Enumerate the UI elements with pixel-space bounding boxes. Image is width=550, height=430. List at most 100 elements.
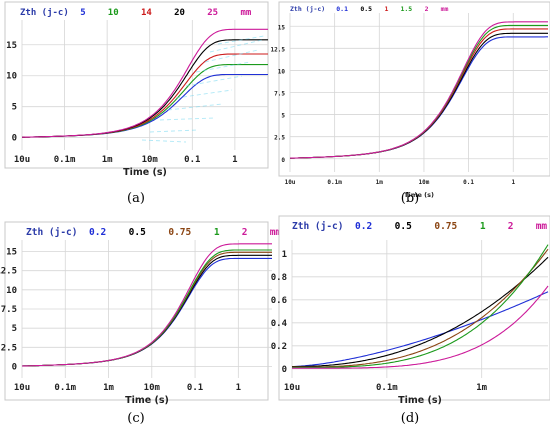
panel-caption: (a) [127,191,145,206]
y-tick-label: 2.5 [1,343,17,353]
x-tick-label: 1m [376,179,384,186]
x-tick-label: 10m [419,179,430,186]
x-tick-label: 10u [14,383,30,393]
y-tick-label: 0.6 [271,296,287,306]
legend-entry: 0.5 [395,221,412,232]
legend-entry: 5 [80,8,85,18]
ghost-line [195,61,251,73]
legend-title: Zth (j-c) [292,221,343,232]
ghost-line [141,139,187,143]
x-tick-label: 10m [142,155,159,165]
x-tick-label: 1m [102,155,113,165]
ghost-line [149,129,199,133]
x-tick-label: 1m [476,383,487,393]
legend-entry: 1 [384,5,388,13]
x-tick-label: 10m [144,383,161,393]
x-axis-title: Time (s) [398,395,442,406]
x-axis-title: Time (s) [404,191,434,199]
ghost-line [209,39,263,53]
y-tick-label: 7.5 [274,91,285,98]
x-tick-label: 0.1m [327,179,342,186]
panel-frame [4,221,269,401]
legend-entry: 0.2 [89,227,106,238]
panel-caption: (c) [127,411,144,426]
x-tick-label: 0.1m [54,383,76,393]
y-tick-label: 0 [281,157,285,164]
x-tick-label: 1 [232,155,237,165]
legend-title: Zth (j-c) [20,7,69,18]
y-tick-label: 0 [12,363,17,373]
y-tick-label: 1 [282,250,287,260]
legend-entry: 0.1 [336,5,348,13]
x-tick-label: 1 [236,383,241,393]
y-tick-label: 5 [12,103,17,113]
legend-entry: 10 [108,8,119,18]
panel-frame [278,215,550,401]
legend-title: Zth (j-c) [26,227,77,238]
x-tick-label: 0.1m [54,155,76,165]
y-tick-label: 0.2 [271,342,287,352]
series-line [21,243,272,367]
ghost-traces [141,35,265,143]
x-tick-label: 1m [103,383,114,393]
y-tick-label: 12.5 [0,267,17,277]
ghost-line [217,35,265,45]
y-tick-label: 5 [12,324,17,334]
x-tick-label: 1 [511,179,515,186]
legend-unit: mm [536,221,548,232]
x-axis-title: Time (s) [125,395,169,406]
ghost-line [204,49,259,63]
y-tick-label: 12.5 [271,46,286,53]
legend-entry: 14 [141,8,152,18]
series-line [289,21,548,159]
y-tick-label: 15 [278,24,286,31]
legend-entry: 0.75 [434,221,457,232]
y-tick-label: 10 [278,68,286,75]
legend-entry: 0.2 [355,221,372,232]
chart-panel-4: 10u 0.1m 1m 0 0.2 0.4 0.6 0.8 1 Time (s) Zth (j-c)… [271,215,550,406]
x-tick-label: 0.1 [463,179,474,186]
ghost-line [167,103,223,111]
y-tick-label: 5 [281,113,285,120]
x-tick-label: 10u [14,155,30,165]
legend-entry: 0.75 [168,227,191,238]
legend-entry: 2 [508,221,514,232]
series-line [292,285,549,369]
y-tick-label: 7.5 [1,305,17,315]
y-tick-label: 0 [282,365,287,375]
series-line [292,291,549,368]
panel-frame [4,1,269,169]
legend-entry: 1 [214,227,220,238]
legend-entry: 2 [425,5,429,13]
ghost-line [175,89,233,99]
y-tick-label: 0.8 [271,273,287,283]
legend-entry: 20 [174,8,185,18]
legend-entry: 1.5 [400,5,412,13]
legend-unit: mm [441,5,449,13]
x-tick-label: 0.1 [184,155,200,165]
y-tick-label: 0 [12,134,17,144]
series-line [292,248,549,368]
legend-title: Zth (j-c) [290,5,325,13]
legend-entry: 1 [480,221,486,232]
y-tick-label: 10 [6,286,17,296]
x-tick-label: 10u [284,383,300,393]
legend-entry: 25 [207,8,218,18]
y-tick-label: 10 [6,72,17,82]
x-tick-label: 10u [285,179,296,186]
ghost-line [159,117,215,121]
legend-entry: 0.5 [360,5,372,13]
series-line [292,256,549,368]
y-tick-label: 15 [6,248,17,258]
series-line [22,28,268,138]
panel-caption: (d) [401,411,419,426]
legend-unit: mm [240,8,251,18]
ghost-line [185,75,243,87]
x-tick-label: 0.1m [376,383,398,393]
legend-unit: mm [270,227,282,238]
x-tick-label: 0.1 [187,383,203,393]
